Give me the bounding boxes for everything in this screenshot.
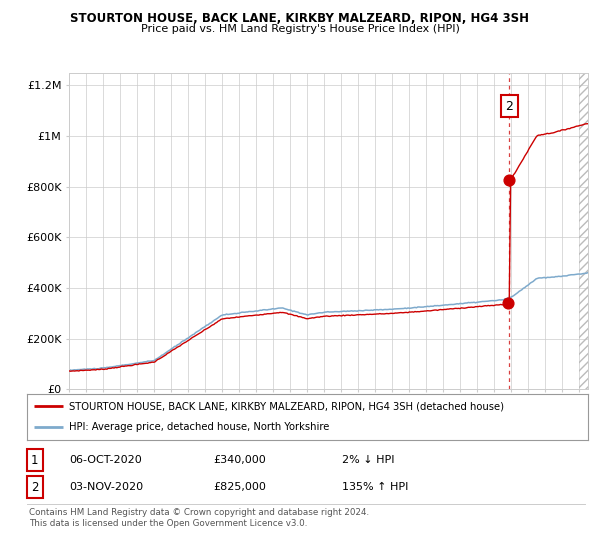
Text: £825,000: £825,000 (213, 482, 266, 492)
Text: 1: 1 (31, 454, 38, 467)
Text: STOURTON HOUSE, BACK LANE, KIRKBY MALZEARD, RIPON, HG4 3SH (detached house): STOURTON HOUSE, BACK LANE, KIRKBY MALZEA… (69, 401, 504, 411)
Text: STOURTON HOUSE, BACK LANE, KIRKBY MALZEARD, RIPON, HG4 3SH: STOURTON HOUSE, BACK LANE, KIRKBY MALZEA… (71, 12, 530, 25)
Text: 2: 2 (506, 100, 514, 113)
Text: 06-OCT-2020: 06-OCT-2020 (69, 455, 142, 465)
Text: Contains HM Land Registry data © Crown copyright and database right 2024.
This d: Contains HM Land Registry data © Crown c… (29, 508, 369, 528)
Text: 2% ↓ HPI: 2% ↓ HPI (342, 455, 395, 465)
Point (504, 176, 514, 185)
Text: £340,000: £340,000 (213, 455, 266, 465)
Text: 135% ↑ HPI: 135% ↑ HPI (342, 482, 409, 492)
Text: Price paid vs. HM Land Registry's House Price Index (HPI): Price paid vs. HM Land Registry's House … (140, 24, 460, 34)
Text: 2: 2 (31, 480, 38, 494)
Text: 03-NOV-2020: 03-NOV-2020 (69, 482, 143, 492)
Text: HPI: Average price, detached house, North Yorkshire: HPI: Average price, detached house, Nort… (69, 422, 329, 432)
Point (503, 298, 512, 307)
Bar (580, 73, 588, 389)
